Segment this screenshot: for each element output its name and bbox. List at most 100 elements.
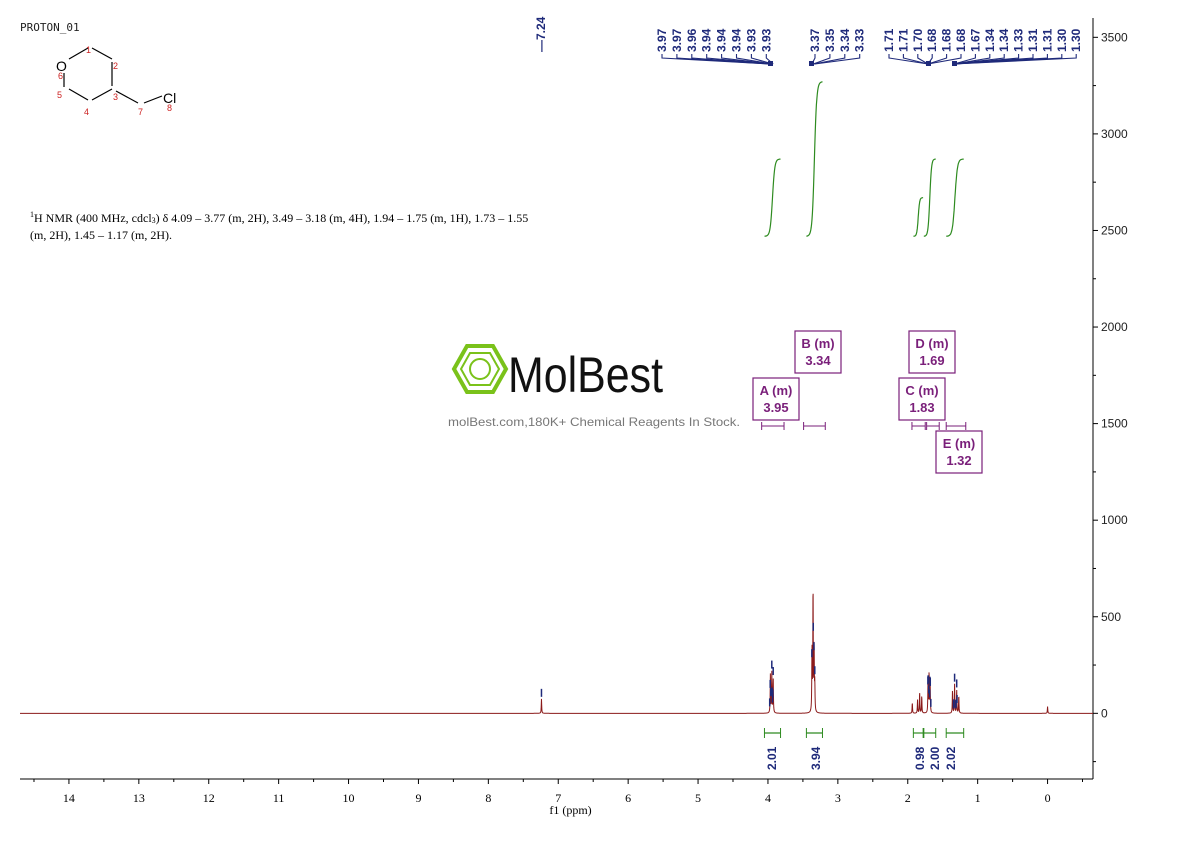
atom-number-3: 3 xyxy=(113,92,118,102)
integral-curve xyxy=(764,158,781,237)
x-tick-label: 6 xyxy=(625,791,631,805)
integral-value-label: 0.98 xyxy=(913,746,927,770)
peak-label: 3.37 xyxy=(808,28,822,52)
atom-number-1: 1 xyxy=(86,45,91,55)
peak-label: 1.71 xyxy=(882,28,896,52)
description-rest: ) δ 4.09 – 3.77 (m, 2H), 3.49 – 3.18 (m,… xyxy=(155,211,529,225)
peak-label: 1.33 xyxy=(1012,28,1026,52)
multiplet-shift: 3.34 xyxy=(805,353,831,368)
solvent-subscript: 3 xyxy=(151,216,156,225)
x-tick-label: 2 xyxy=(905,791,911,805)
atom-number-6: 6 xyxy=(58,71,63,81)
integral-curve xyxy=(946,158,964,237)
y-tick-label: 1000 xyxy=(1101,513,1128,527)
y-tick-label: 0 xyxy=(1101,706,1108,720)
peak-label: 3.94 xyxy=(700,28,714,52)
peak-group-marker xyxy=(809,61,814,66)
peak-label-connector xyxy=(888,54,929,65)
plot-area: 14 13 12 11 10 9 8 7 6 5 4 3 2 1 0f1 (ppm)050010001500… xyxy=(20,16,1128,817)
atom-number-2: 2 xyxy=(113,61,118,71)
multiplet-label: E (m) xyxy=(943,436,976,451)
peak-label-connector xyxy=(953,54,1077,65)
peak-label: 1.67 xyxy=(968,28,982,52)
multiplet-label: C (m) xyxy=(905,383,938,398)
peak-label-connector xyxy=(706,54,772,65)
integral-value-label: 2.02 xyxy=(944,746,958,770)
integral-curve xyxy=(923,158,936,237)
y-tick-label: 3500 xyxy=(1101,30,1128,44)
atom-number-4: 4 xyxy=(84,107,89,117)
multiplet-label: B (m) xyxy=(801,336,834,351)
peak-group-marker xyxy=(926,61,931,66)
multiplet-shift: 1.83 xyxy=(909,400,934,415)
integral-value-label: 2.00 xyxy=(928,746,942,770)
multiplet-box xyxy=(935,430,983,474)
peak-label: 3.94 xyxy=(715,28,729,52)
atom-number-8: 8 xyxy=(167,103,172,113)
nucleus-superscript: 1 xyxy=(30,210,34,219)
atom-number-7: 7 xyxy=(138,107,143,117)
multiplet-box xyxy=(908,330,956,374)
peak-label: 3.93 xyxy=(759,28,773,52)
molbest-watermark: MolBest molBest.com,180K+ Chemical Reage… xyxy=(448,344,740,429)
x-tick-label: 14 xyxy=(63,791,75,805)
multiplet-box xyxy=(898,377,946,421)
peak-label: 1.70 xyxy=(911,28,925,52)
nmr-description: 1H NMR (400 MHz, cdcl3) δ 4.09 – 3.77 (m… xyxy=(30,210,620,244)
x-tick-label: 10 xyxy=(343,791,355,805)
peak-label: 1.34 xyxy=(983,28,997,52)
nucleus-text: H NMR (400 MHz, cdcl xyxy=(34,211,152,225)
x-tick-label: 12 xyxy=(203,791,215,805)
multiplet-box xyxy=(794,330,842,374)
y-tick-label: 2500 xyxy=(1101,223,1128,237)
y-tick-label: 1500 xyxy=(1101,417,1128,431)
peak-label: 3.97 xyxy=(670,28,684,52)
sample-title: PROTON_01 xyxy=(20,21,80,34)
peak-label: 3.35 xyxy=(823,28,837,52)
peak-label: 1.68 xyxy=(925,28,939,52)
peak-label: 1.30 xyxy=(1055,28,1069,52)
peak-label-connector xyxy=(927,54,962,65)
peak-label-connector xyxy=(750,54,773,65)
spectrum-line xyxy=(20,593,1093,714)
peak-label: 1.34 xyxy=(997,28,1011,52)
multiplet-box xyxy=(752,377,800,421)
peak-label: 1.30 xyxy=(1069,28,1083,52)
x-tick-label: 0 xyxy=(1045,791,1051,805)
y-tick-label: 500 xyxy=(1101,610,1121,624)
peak-label-connector xyxy=(902,54,929,65)
peak-label-connector xyxy=(813,54,846,65)
x-tick-label: 7 xyxy=(555,791,561,805)
atom-chlorine: Cl xyxy=(163,90,176,106)
peak-label: 3.97 xyxy=(655,28,669,52)
integral-value-label: 2.01 xyxy=(765,746,779,770)
peak-group-marker xyxy=(952,61,957,66)
y-tick-label: 2000 xyxy=(1101,320,1128,334)
peak-label: 1.71 xyxy=(896,28,910,52)
peak-label-connector xyxy=(721,54,773,65)
description-line-1: 1H NMR (400 MHz, cdcl3) δ 4.09 – 3.77 (m… xyxy=(30,210,620,227)
multiplet-label: D (m) xyxy=(915,336,948,351)
peak-label: 1.31 xyxy=(1026,28,1040,52)
multiplet-label: A (m) xyxy=(760,383,793,398)
peak-label-connector xyxy=(953,54,991,65)
atom-number-5: 5 xyxy=(57,90,62,100)
multiplet-shift: 1.69 xyxy=(919,353,944,368)
peak-label: 3.34 xyxy=(838,28,852,52)
peak-label: —7.24 xyxy=(534,16,548,52)
peak-label: 1.31 xyxy=(1040,28,1054,52)
multiplet-shift: 1.32 xyxy=(946,453,971,468)
watermark-brand: MolBest xyxy=(508,347,663,403)
peak-label: 3.33 xyxy=(853,28,867,52)
multiplet-shift: 3.95 xyxy=(763,400,788,415)
molecule-structure: O Cl 6 1 2 3 4 5 7 8 xyxy=(56,45,176,117)
integral-curve xyxy=(913,197,924,237)
x-tick-label: 13 xyxy=(133,791,145,805)
integral-value-label: 3.94 xyxy=(809,746,823,770)
peak-label: 3.96 xyxy=(685,28,699,52)
atom-oxygen: O xyxy=(56,58,67,74)
peak-group-marker xyxy=(768,61,773,66)
bond-lines xyxy=(63,47,163,104)
peak-label: 1.68 xyxy=(940,28,954,52)
